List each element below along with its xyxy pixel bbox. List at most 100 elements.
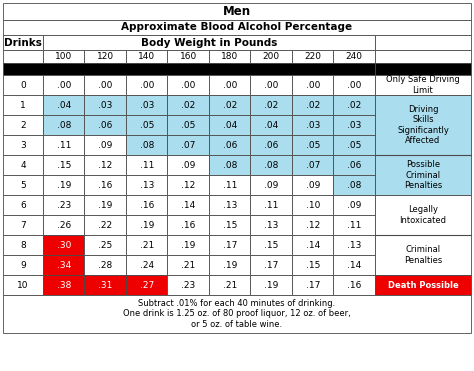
Bar <box>209 215 250 235</box>
Text: .19: .19 <box>181 240 195 250</box>
Bar <box>209 115 250 135</box>
Text: Subtract .01% for each 40 minutes of drinking.
One drink is 1.25 oz. of 80 proof: Subtract .01% for each 40 minutes of dri… <box>123 299 351 329</box>
Bar <box>43 275 84 295</box>
Bar <box>43 195 84 215</box>
Text: Legally
Intoxicated: Legally Intoxicated <box>400 205 447 225</box>
Bar <box>334 115 375 135</box>
Bar <box>3 75 43 95</box>
Bar <box>250 95 292 115</box>
Bar <box>3 155 43 175</box>
Bar <box>3 115 43 135</box>
Bar <box>292 195 334 215</box>
Text: .00: .00 <box>56 81 71 89</box>
Bar <box>3 195 43 215</box>
Bar <box>292 115 334 135</box>
Text: 1: 1 <box>20 101 26 109</box>
Text: .15: .15 <box>56 161 71 170</box>
Bar <box>126 235 167 255</box>
Bar <box>126 50 167 63</box>
Text: .34: .34 <box>56 260 71 269</box>
Bar <box>126 255 167 275</box>
Bar <box>3 20 471 35</box>
Text: .04: .04 <box>264 121 278 129</box>
Text: .07: .07 <box>181 141 195 150</box>
Text: 7: 7 <box>20 220 26 230</box>
Bar <box>43 135 84 155</box>
Bar <box>209 75 250 95</box>
Text: .11: .11 <box>223 181 237 190</box>
Bar <box>167 275 209 295</box>
Text: .06: .06 <box>347 161 362 170</box>
Bar <box>84 215 126 235</box>
Text: .14: .14 <box>181 200 195 210</box>
Bar <box>43 35 375 50</box>
Bar <box>209 175 250 195</box>
Bar <box>250 50 292 63</box>
Text: 5: 5 <box>20 181 26 190</box>
Bar <box>292 215 334 235</box>
Text: .09: .09 <box>98 141 112 150</box>
Bar <box>375 35 471 50</box>
Text: .03: .03 <box>347 121 362 129</box>
Bar <box>126 175 167 195</box>
Bar <box>334 215 375 235</box>
Bar <box>84 75 126 95</box>
Bar <box>250 235 292 255</box>
Bar <box>43 95 84 115</box>
Text: 4: 4 <box>20 161 26 170</box>
Bar <box>375 63 471 75</box>
Text: .13: .13 <box>223 200 237 210</box>
Bar <box>43 115 84 135</box>
Bar <box>292 135 334 155</box>
Bar <box>250 75 292 95</box>
Text: .21: .21 <box>223 280 237 289</box>
Text: .38: .38 <box>56 280 71 289</box>
Bar <box>375 50 471 63</box>
Text: 180: 180 <box>221 52 238 61</box>
Bar <box>209 275 250 295</box>
Text: .11: .11 <box>264 200 278 210</box>
Bar <box>167 50 209 63</box>
Text: .06: .06 <box>98 121 112 129</box>
Text: 120: 120 <box>97 52 114 61</box>
Text: .09: .09 <box>181 161 195 170</box>
Text: .04: .04 <box>223 121 237 129</box>
Text: .12: .12 <box>306 220 320 230</box>
Text: Men: Men <box>223 5 251 18</box>
Text: .17: .17 <box>306 280 320 289</box>
Bar <box>167 235 209 255</box>
Bar <box>375 195 471 235</box>
Bar <box>126 115 167 135</box>
Bar <box>167 215 209 235</box>
Bar <box>167 155 209 175</box>
Text: .17: .17 <box>223 240 237 250</box>
Bar <box>3 255 43 275</box>
Text: .09: .09 <box>306 181 320 190</box>
Text: .13: .13 <box>139 181 154 190</box>
Bar <box>250 135 292 155</box>
Bar <box>167 115 209 135</box>
Text: .12: .12 <box>98 161 112 170</box>
Bar <box>84 195 126 215</box>
Bar <box>375 75 471 95</box>
Bar <box>3 175 43 195</box>
Text: .08: .08 <box>56 121 71 129</box>
Bar <box>292 155 334 175</box>
Text: 100: 100 <box>55 52 73 61</box>
Text: Driving
Skills
Significantly
Affected: Driving Skills Significantly Affected <box>397 105 449 145</box>
Text: .02: .02 <box>306 101 320 109</box>
Text: .11: .11 <box>347 220 362 230</box>
Text: .02: .02 <box>347 101 361 109</box>
Text: .12: .12 <box>181 181 195 190</box>
Bar <box>3 235 43 255</box>
Bar <box>209 50 250 63</box>
Bar <box>3 3 471 20</box>
Text: .11: .11 <box>139 161 154 170</box>
Bar <box>334 50 375 63</box>
Text: .00: .00 <box>223 81 237 89</box>
Text: .30: .30 <box>56 240 71 250</box>
Text: .11: .11 <box>56 141 71 150</box>
Text: .17: .17 <box>264 260 278 269</box>
Bar <box>43 215 84 235</box>
Bar <box>126 95 167 115</box>
